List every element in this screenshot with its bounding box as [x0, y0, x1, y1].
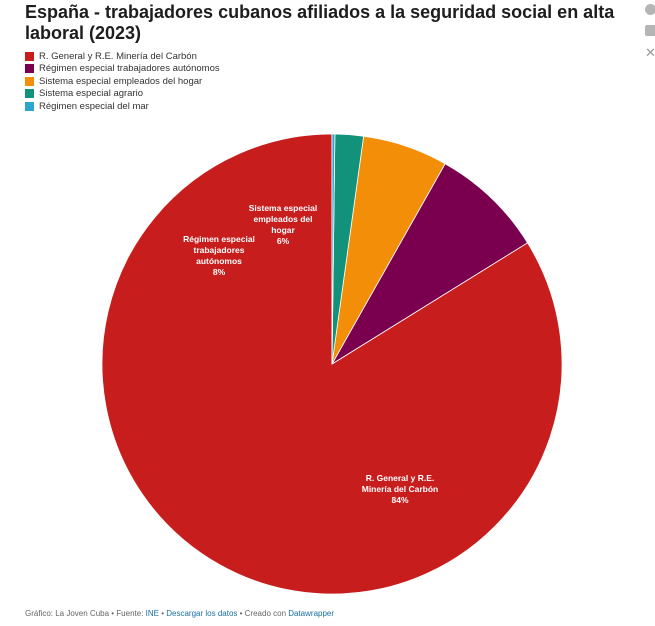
chart-legend: R. General y R.E. Minería del Carbón Rég…	[25, 50, 220, 113]
footer-credit: Gráfico: La Joven Cuba • Fuente:	[25, 609, 146, 618]
slice-data-label: Régimen especial trabajadores autónomos 8%	[183, 234, 255, 277]
legend-swatch	[25, 89, 34, 99]
legend-label: R. General y R.E. Minería del Carbón	[39, 50, 197, 62]
pie-slice[interactable]	[331, 133, 336, 365]
slice-data-label: R. General y R.E. Minería del Carbón 84%	[362, 473, 439, 505]
download-data-link[interactable]: Descargar los datos	[166, 609, 238, 618]
pie-slice[interactable]	[331, 163, 529, 365]
footer-sep: •	[159, 609, 167, 618]
chart-title: España - trabajadores cubanos afiliados …	[25, 2, 615, 43]
facebook-icon[interactable]	[645, 4, 655, 15]
legend-swatch	[25, 76, 34, 86]
legend-item: Sistema especial agrario	[25, 88, 220, 101]
legend-item: Régimen especial trabajadores autónomos	[25, 63, 220, 76]
linkedin-icon[interactable]	[645, 25, 655, 36]
legend-item: Régimen especial del mar	[25, 100, 220, 113]
legend-swatch	[25, 51, 34, 61]
x-icon[interactable]: ✕	[645, 46, 655, 60]
legend-swatch	[25, 101, 34, 111]
share-bar: ✕	[645, 4, 655, 70]
legend-label: Sistema especial agrario	[39, 88, 144, 100]
legend-label: Sistema especial empleados del hogar	[39, 75, 203, 87]
legend-item: R. General y R.E. Minería del Carbón	[25, 50, 220, 63]
source-link[interactable]: INE	[145, 609, 159, 618]
legend-label: Régimen especial trabajadores autónomos	[39, 63, 220, 75]
legend-swatch	[25, 64, 34, 74]
footer-sep: • Creado con	[237, 609, 289, 618]
slice-data-label: Sistema especial empleados del hogar 6%	[249, 203, 318, 246]
datawrapper-link[interactable]: Datawrapper	[288, 609, 335, 618]
legend-item: Sistema especial empleados del hogar	[25, 75, 220, 88]
legend-label: Régimen especial del mar	[39, 100, 149, 112]
chart-footer: Gráfico: La Joven Cuba • Fuente: INE • D…	[25, 609, 334, 618]
